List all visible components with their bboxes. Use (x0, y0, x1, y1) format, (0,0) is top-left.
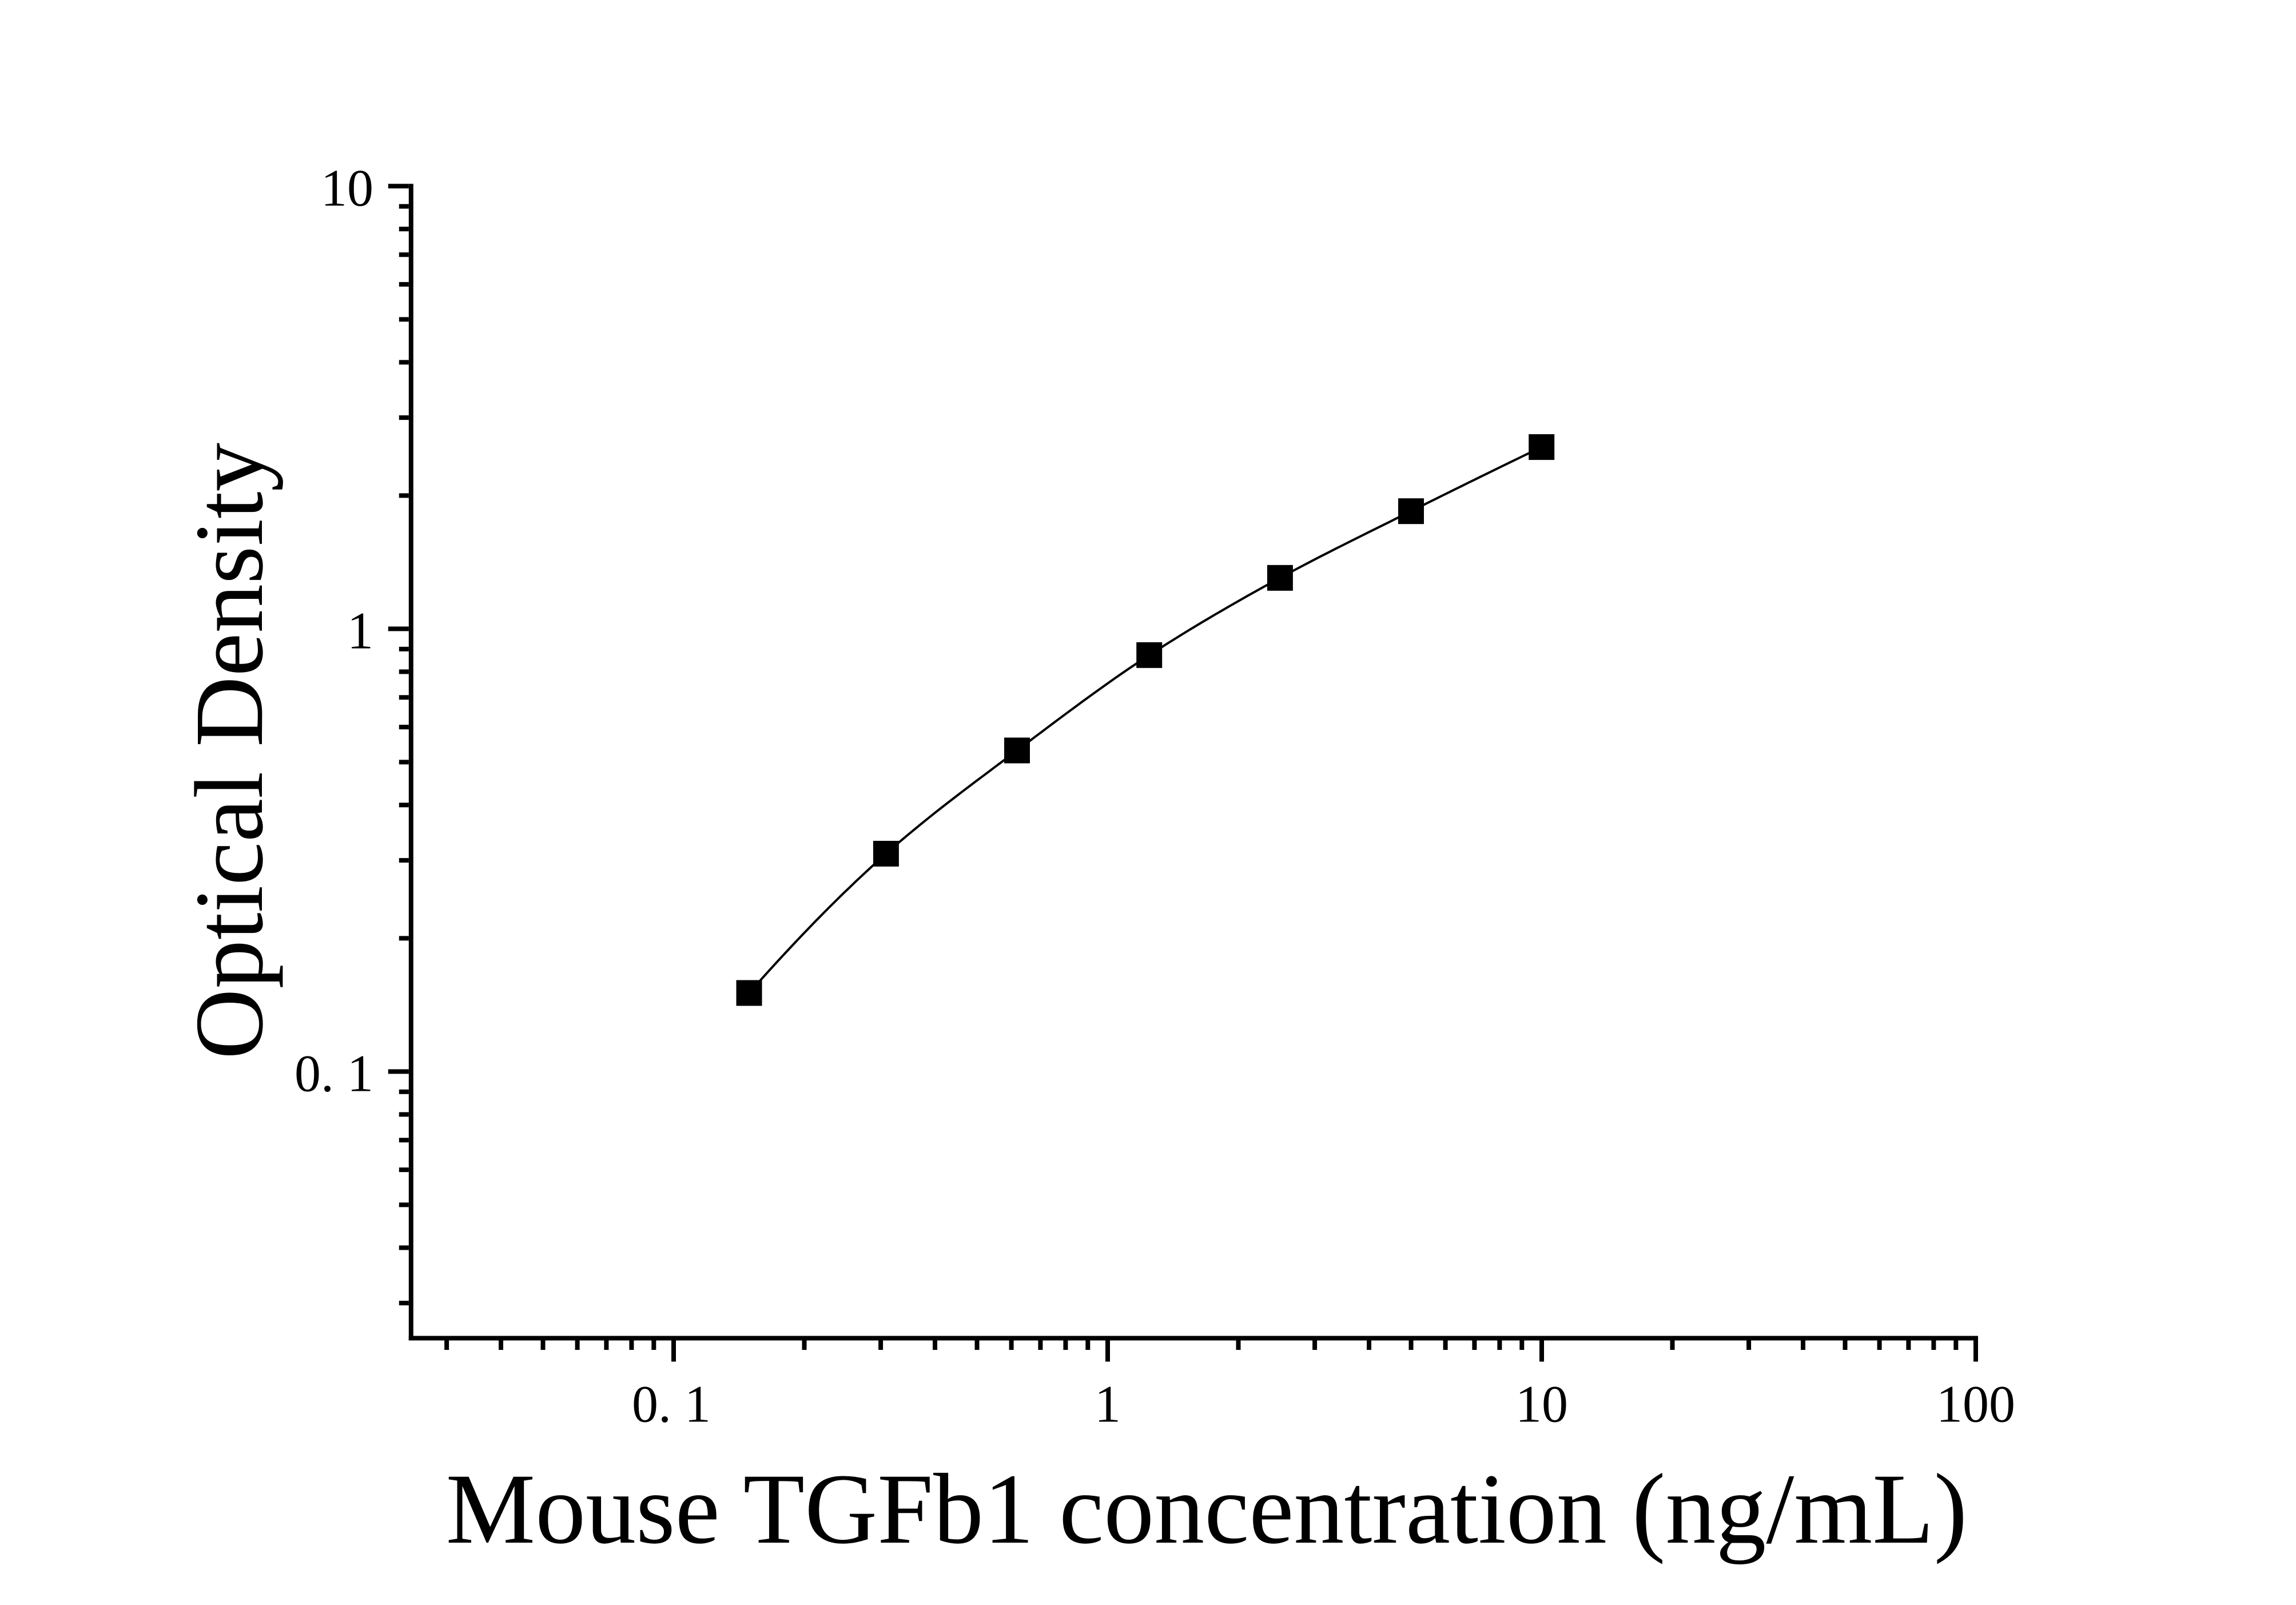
svg-text:1: 1 (1095, 1375, 1121, 1433)
svg-text:Optical Density: Optical Density (175, 443, 284, 1059)
svg-text:100: 100 (1936, 1375, 2015, 1433)
svg-text:10: 10 (321, 159, 373, 217)
svg-text:1: 1 (347, 602, 373, 660)
svg-text:Mouse TGFb1 concentration (ng/: Mouse TGFb1 concentration (ng/mL) (446, 1453, 1968, 1565)
svg-text:0. 1: 0. 1 (632, 1375, 711, 1433)
svg-text:10: 10 (1515, 1375, 1568, 1433)
svg-text:0. 1: 0. 1 (295, 1044, 373, 1103)
